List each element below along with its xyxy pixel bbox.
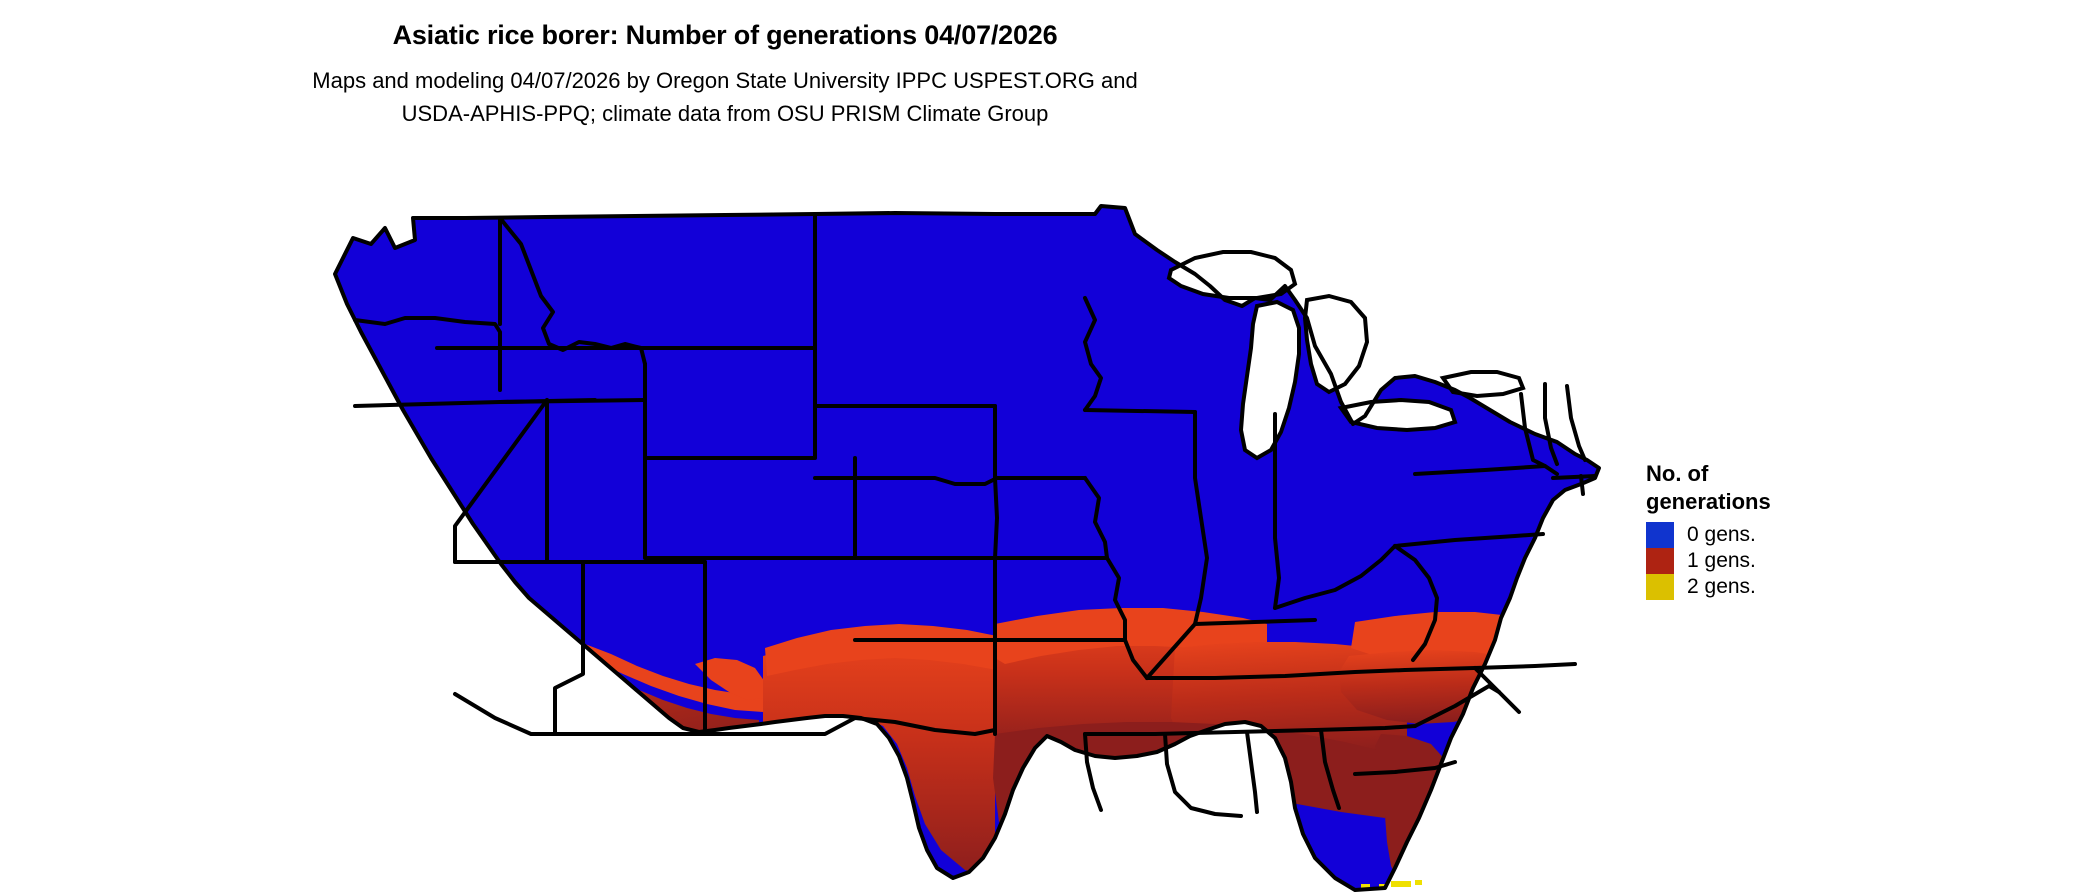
lake-michigan [1238,299,1301,461]
border-sc-ga [1413,684,1501,728]
border-wv-va [1393,544,1439,662]
region-california-fringe [341,508,383,692]
lake-erie [1337,397,1458,433]
us-outline [333,204,1601,892]
border-al-ga [1319,728,1341,810]
region-southern-plains-fringe [765,624,997,676]
keys-patch-4 [1415,880,1422,885]
border-ky-tn [1145,668,1407,680]
border-mo-east [1105,556,1149,680]
border-az-south [453,692,557,736]
legend-item-1-gens[interactable]: 1 gens. [1646,548,1966,574]
legend-swatch-0-gens [1646,522,1674,548]
border-tn-ms-al-ga [1153,724,1417,736]
border-ia-il [1083,476,1109,560]
border-la-tx [1083,732,1103,812]
border-ct-ri [1579,474,1585,496]
legend-item-list: 0 gens. 1 gens. 2 gens. [1646,522,1966,600]
border-ma-ct [1551,474,1597,480]
region-newmexico-speckle [695,658,765,700]
border-wa-or [353,316,502,392]
border-il-in [1193,410,1209,626]
border-mn-wi [1083,296,1103,412]
legend-swatch-1-gens [1646,548,1674,574]
border-ok-tx [763,716,997,736]
border-oh-ky [1273,544,1397,610]
border-la-ms [1163,732,1243,818]
legend-title-line-2: generations [1646,489,1771,514]
lake-huron [1302,293,1370,395]
page-title: Asiatic rice borer: Number of generation… [392,20,1058,50]
legend-label-0-gens: 0 gens. [1687,523,1756,546]
map-layer-water [1166,250,1526,461]
us-generations-map [295,178,1615,892]
border-ms-al [1245,730,1259,814]
region-california-speckle-a [405,514,445,578]
region-texas-southern-plains [763,636,995,878]
legend-title-line-1: No. of [1646,461,1709,486]
border-va-nc [1403,662,1577,672]
keys-patch-3 [1391,881,1411,887]
border-az-nm [553,560,585,736]
legend-item-0-gens[interactable]: 0 gens. [1646,522,1966,548]
legend: No. of generations 0 gens. 1 gens. 2 gen… [1646,460,1966,600]
border-ny-vt [1519,392,1547,468]
border-in-oh [1273,412,1281,610]
region-socal-desert [403,668,547,738]
border-pa-md [1393,532,1545,548]
border-sd-ne [813,476,999,486]
keys-patch-1 [1361,884,1370,889]
figure-subtitle: Maps and modeling 04/07/2026 by Oregon S… [0,64,1450,130]
legend-swatch-2-gens [1646,574,1674,600]
map-canvas [333,204,1601,892]
border-ga-fl [1353,760,1457,776]
border-nv-ca [453,398,549,564]
border-id-south [498,398,647,404]
subtitle-line-1: Maps and modeling 04/07/2026 by Oregon S… [312,68,1138,93]
border-wi-il [1083,408,1197,414]
lake-ontario [1439,370,1526,399]
subtitle-line-2: USDA-APHIS-PPQ; climate data from OSU PR… [401,101,1049,126]
border-plains-east [993,404,999,736]
border-pa-ny [1413,464,1559,476]
legend-title: No. of generations [1646,460,1811,516]
border-nh-me [1565,384,1587,462]
border-co-box [643,456,857,560]
legend-label-1-gens: 1 gens. [1687,549,1756,572]
figure-header: Asiatic rice borer: Number of generation… [0,0,1450,130]
border-vt-nh [1543,382,1559,466]
map-layer-boundaries [333,204,1601,892]
region-southwest-fringe [485,632,763,712]
legend-item-2-gens[interactable]: 2 gens. [1646,574,1966,600]
border-il-ky [1145,618,1317,680]
legend-label-2-gens: 2 gens. [1687,575,1756,598]
